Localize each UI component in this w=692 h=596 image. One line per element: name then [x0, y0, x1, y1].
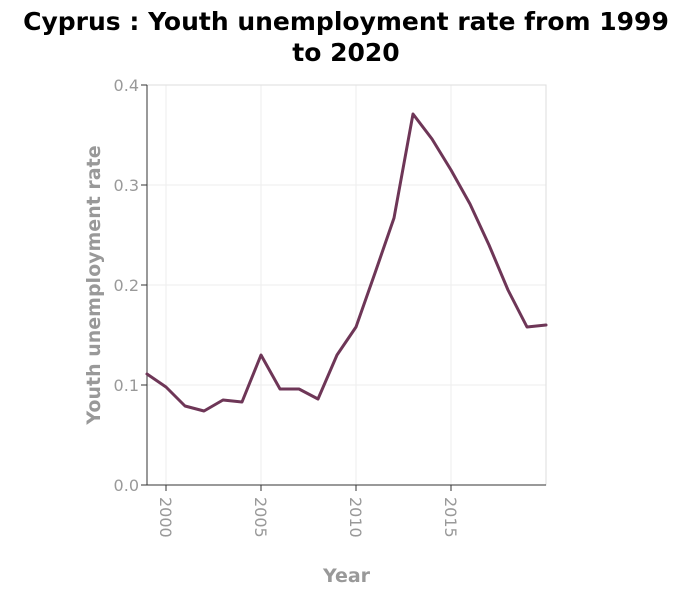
y-tick-label: 0.3: [114, 176, 139, 195]
x-axis-label: Year: [322, 565, 371, 587]
y-tick-label: 0.4: [114, 76, 139, 95]
x-tick-label: 2000: [156, 497, 175, 538]
y-axis-label: Youth unemployment rate: [83, 145, 105, 425]
x-tick-label: 2015: [441, 497, 460, 538]
x-tick-label: 2005: [251, 497, 270, 538]
axes: [141, 85, 546, 491]
series-layer: [147, 114, 546, 411]
y-tick-label: 0.2: [114, 276, 139, 295]
x-tick-label: 2010: [346, 497, 365, 538]
y-tick-label: 0.1: [114, 376, 139, 395]
y-tick-label: 0.0: [114, 476, 139, 495]
grid-lines: [147, 85, 546, 485]
series-line: [147, 114, 546, 411]
